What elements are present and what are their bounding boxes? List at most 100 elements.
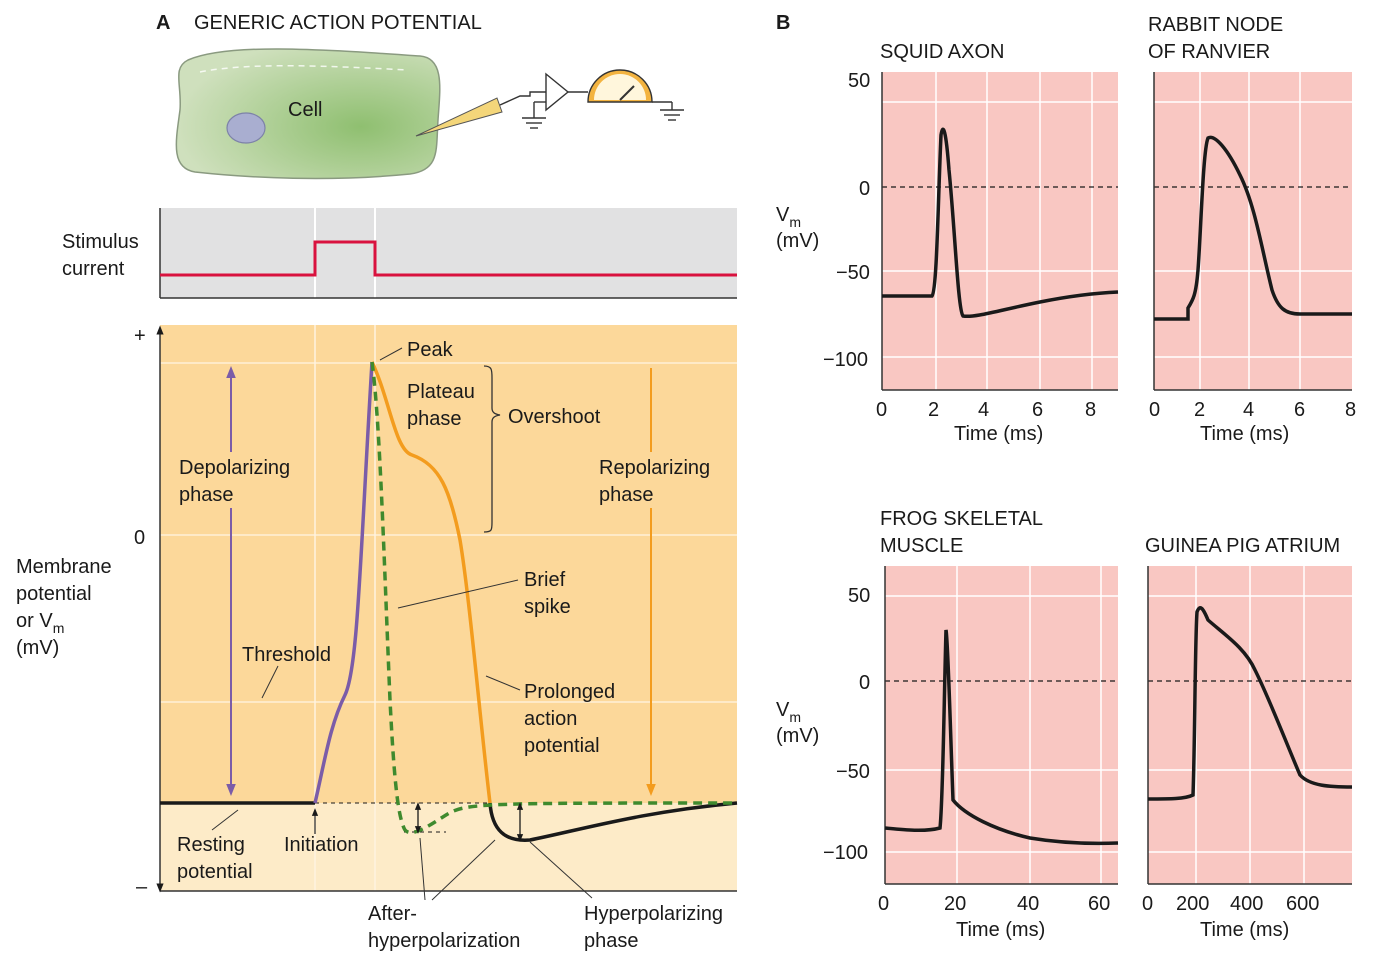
resting-label-line2: potential: [177, 861, 253, 883]
squid-xtick-4: 4: [978, 399, 989, 421]
top-vm-subscript: m: [789, 214, 801, 230]
squid-xtick-2: 2: [928, 399, 939, 421]
depolarizing-label-line1: Depolarizing: [179, 457, 290, 479]
guinea-xtick-600: 600: [1286, 893, 1319, 915]
cell-illustration: Cell: [175, 48, 684, 180]
panel-b-letter: B: [776, 12, 790, 34]
after-hyper-label-line1: After-: [368, 903, 417, 925]
squid-axon-title: SQUID AXON: [880, 41, 1004, 63]
peak-label: Peak: [407, 339, 454, 361]
threshold-label: Threshold: [242, 644, 331, 666]
cell-body: [175, 48, 441, 180]
squid-ytick-neg100: −100: [823, 349, 868, 371]
guinea-title: GUINEA PIG ATRIUM: [1145, 535, 1340, 557]
stimulus-background: [160, 208, 737, 298]
bottom-vm-units: (mV): [776, 725, 819, 747]
ytick-zero: 0: [134, 527, 145, 549]
prolonged-label-line2: action: [524, 708, 577, 730]
frog-title-line2: MUSCLE: [880, 535, 963, 557]
top-vm-units: (mV): [776, 230, 819, 252]
frog-xlabel: Time (ms): [956, 919, 1045, 941]
electrode-icon: [415, 97, 503, 137]
rabbit-title-line2: OF RANVIER: [1148, 41, 1270, 63]
initiation-label: Initiation: [284, 834, 359, 856]
yaxis-label-line2: potential: [16, 583, 92, 605]
prolonged-ap-trace: [370, 361, 492, 804]
frog-xtick-20: 20: [944, 893, 966, 915]
squid-xtick-8: 8: [1085, 399, 1096, 421]
svg-text:Vm: Vm: [776, 699, 801, 725]
frog-ytick-50: 50: [848, 585, 870, 607]
frog-ytick-neg50: −50: [836, 761, 870, 783]
brief-spike-label-line1: Brief: [524, 569, 566, 591]
top-vm-label: V: [776, 204, 790, 226]
plateau-label-line2: phase: [407, 408, 462, 430]
after-hyper-label-line2: hyperpolarization: [368, 930, 520, 952]
resting-label-line1: Resting: [177, 834, 245, 856]
squid-ytick-50: 50: [848, 70, 870, 92]
rabbit-title-line1: RABBIT NODE: [1148, 14, 1283, 36]
yaxis-label-subscript: m: [53, 620, 65, 636]
frog-ytick-0: 0: [859, 672, 870, 694]
brief-spike-label-line2: spike: [524, 596, 571, 618]
frog-title-line1: FROG SKELETAL: [880, 508, 1043, 530]
frog-background: [885, 566, 1118, 884]
repolarizing-label-line1: Repolarizing: [599, 457, 710, 479]
cell-label: Cell: [288, 99, 322, 121]
yaxis-label-line1: Membrane: [16, 556, 112, 578]
squid-xlabel: Time (ms): [954, 423, 1043, 445]
frog-ytick-neg100: −100: [823, 842, 868, 864]
prolonged-label-line1: Prolonged: [524, 681, 615, 703]
overshoot-label: Overshoot: [508, 406, 601, 428]
hyperpolarizing-trace: [488, 801, 738, 842]
depolarizing-label-line2: phase: [179, 484, 234, 506]
guinea-xtick-200: 200: [1176, 893, 1209, 915]
guinea-xtick-0: 0: [1142, 893, 1153, 915]
bottom-vm-subscript: m: [789, 709, 801, 725]
hyper-phase-label-line2: phase: [584, 930, 639, 952]
frog-trace: [884, 629, 1119, 846]
hyper-phase-label-line1: Hyperpolarizing: [584, 903, 723, 925]
rabbit-xtick-2: 2: [1194, 399, 1205, 421]
rabbit-xtick-0: 0: [1149, 399, 1160, 421]
stimulus-label-line1: Stimulus: [62, 231, 139, 253]
squid-ytick-0: 0: [859, 178, 870, 200]
rabbit-xtick-4: 4: [1243, 399, 1254, 421]
yaxis-label-line4: (mV): [16, 637, 59, 659]
stimulus-trace: [160, 240, 737, 277]
rabbit-xtick-8: 8: [1345, 399, 1356, 421]
rabbit-xtick-6: 6: [1294, 399, 1305, 421]
yaxis-label-line3: or V: [16, 610, 53, 632]
plot-upper-region: [160, 325, 737, 803]
squid-axon-plot: SQUID AXON 50 0 −50 −100 0 2 4 6 8 Time …: [823, 41, 1119, 445]
nucleus-icon: [226, 112, 266, 144]
overshoot-bracket: [483, 365, 501, 533]
ytick-minus: –: [136, 876, 148, 898]
ytick-plus: +: [134, 325, 146, 347]
guinea-pig-plot: GUINEA PIG ATRIUM 0 200 400 600 Time (ms…: [1142, 535, 1353, 941]
squid-xtick-0: 0: [876, 399, 887, 421]
panel-a-letter: A: [156, 12, 170, 34]
frog-muscle-plot: FROG SKELETAL MUSCLE 50 0 −50 −100 0 20 …: [823, 508, 1119, 941]
rabbit-xlabel: Time (ms): [1200, 423, 1289, 445]
squid-ytick-neg50: −50: [836, 262, 870, 284]
plateau-label-line1: Plateau: [407, 381, 475, 403]
frog-xtick-0: 0: [878, 893, 889, 915]
rabbit-background: [1154, 72, 1352, 390]
bottom-vm-label: V: [776, 699, 790, 721]
guinea-xlabel: Time (ms): [1200, 919, 1289, 941]
repolarizing-label-line2: phase: [599, 484, 654, 506]
panel-a-title: GENERIC ACTION POTENTIAL: [194, 12, 482, 34]
svg-text:or Vm: or Vm: [16, 610, 64, 636]
amplifier-icon: [545, 72, 570, 112]
frog-xtick-60: 60: [1088, 893, 1110, 915]
guinea-xtick-400: 400: [1230, 893, 1263, 915]
squid-xtick-6: 6: [1032, 399, 1043, 421]
squid-axon-background: [882, 72, 1118, 390]
rabbit-node-plot: RABBIT NODE OF RANVIER 0 2 4 6 8 Time (m…: [1148, 14, 1356, 445]
frog-xtick-40: 40: [1017, 893, 1039, 915]
action-potential-plot: + – 0 Membrane potential or Vm (mV) Depo…: [16, 325, 738, 952]
rabbit-trace: [1154, 135, 1352, 321]
guinea-trace: [1147, 606, 1353, 801]
depolarizing-trace: [313, 361, 374, 804]
